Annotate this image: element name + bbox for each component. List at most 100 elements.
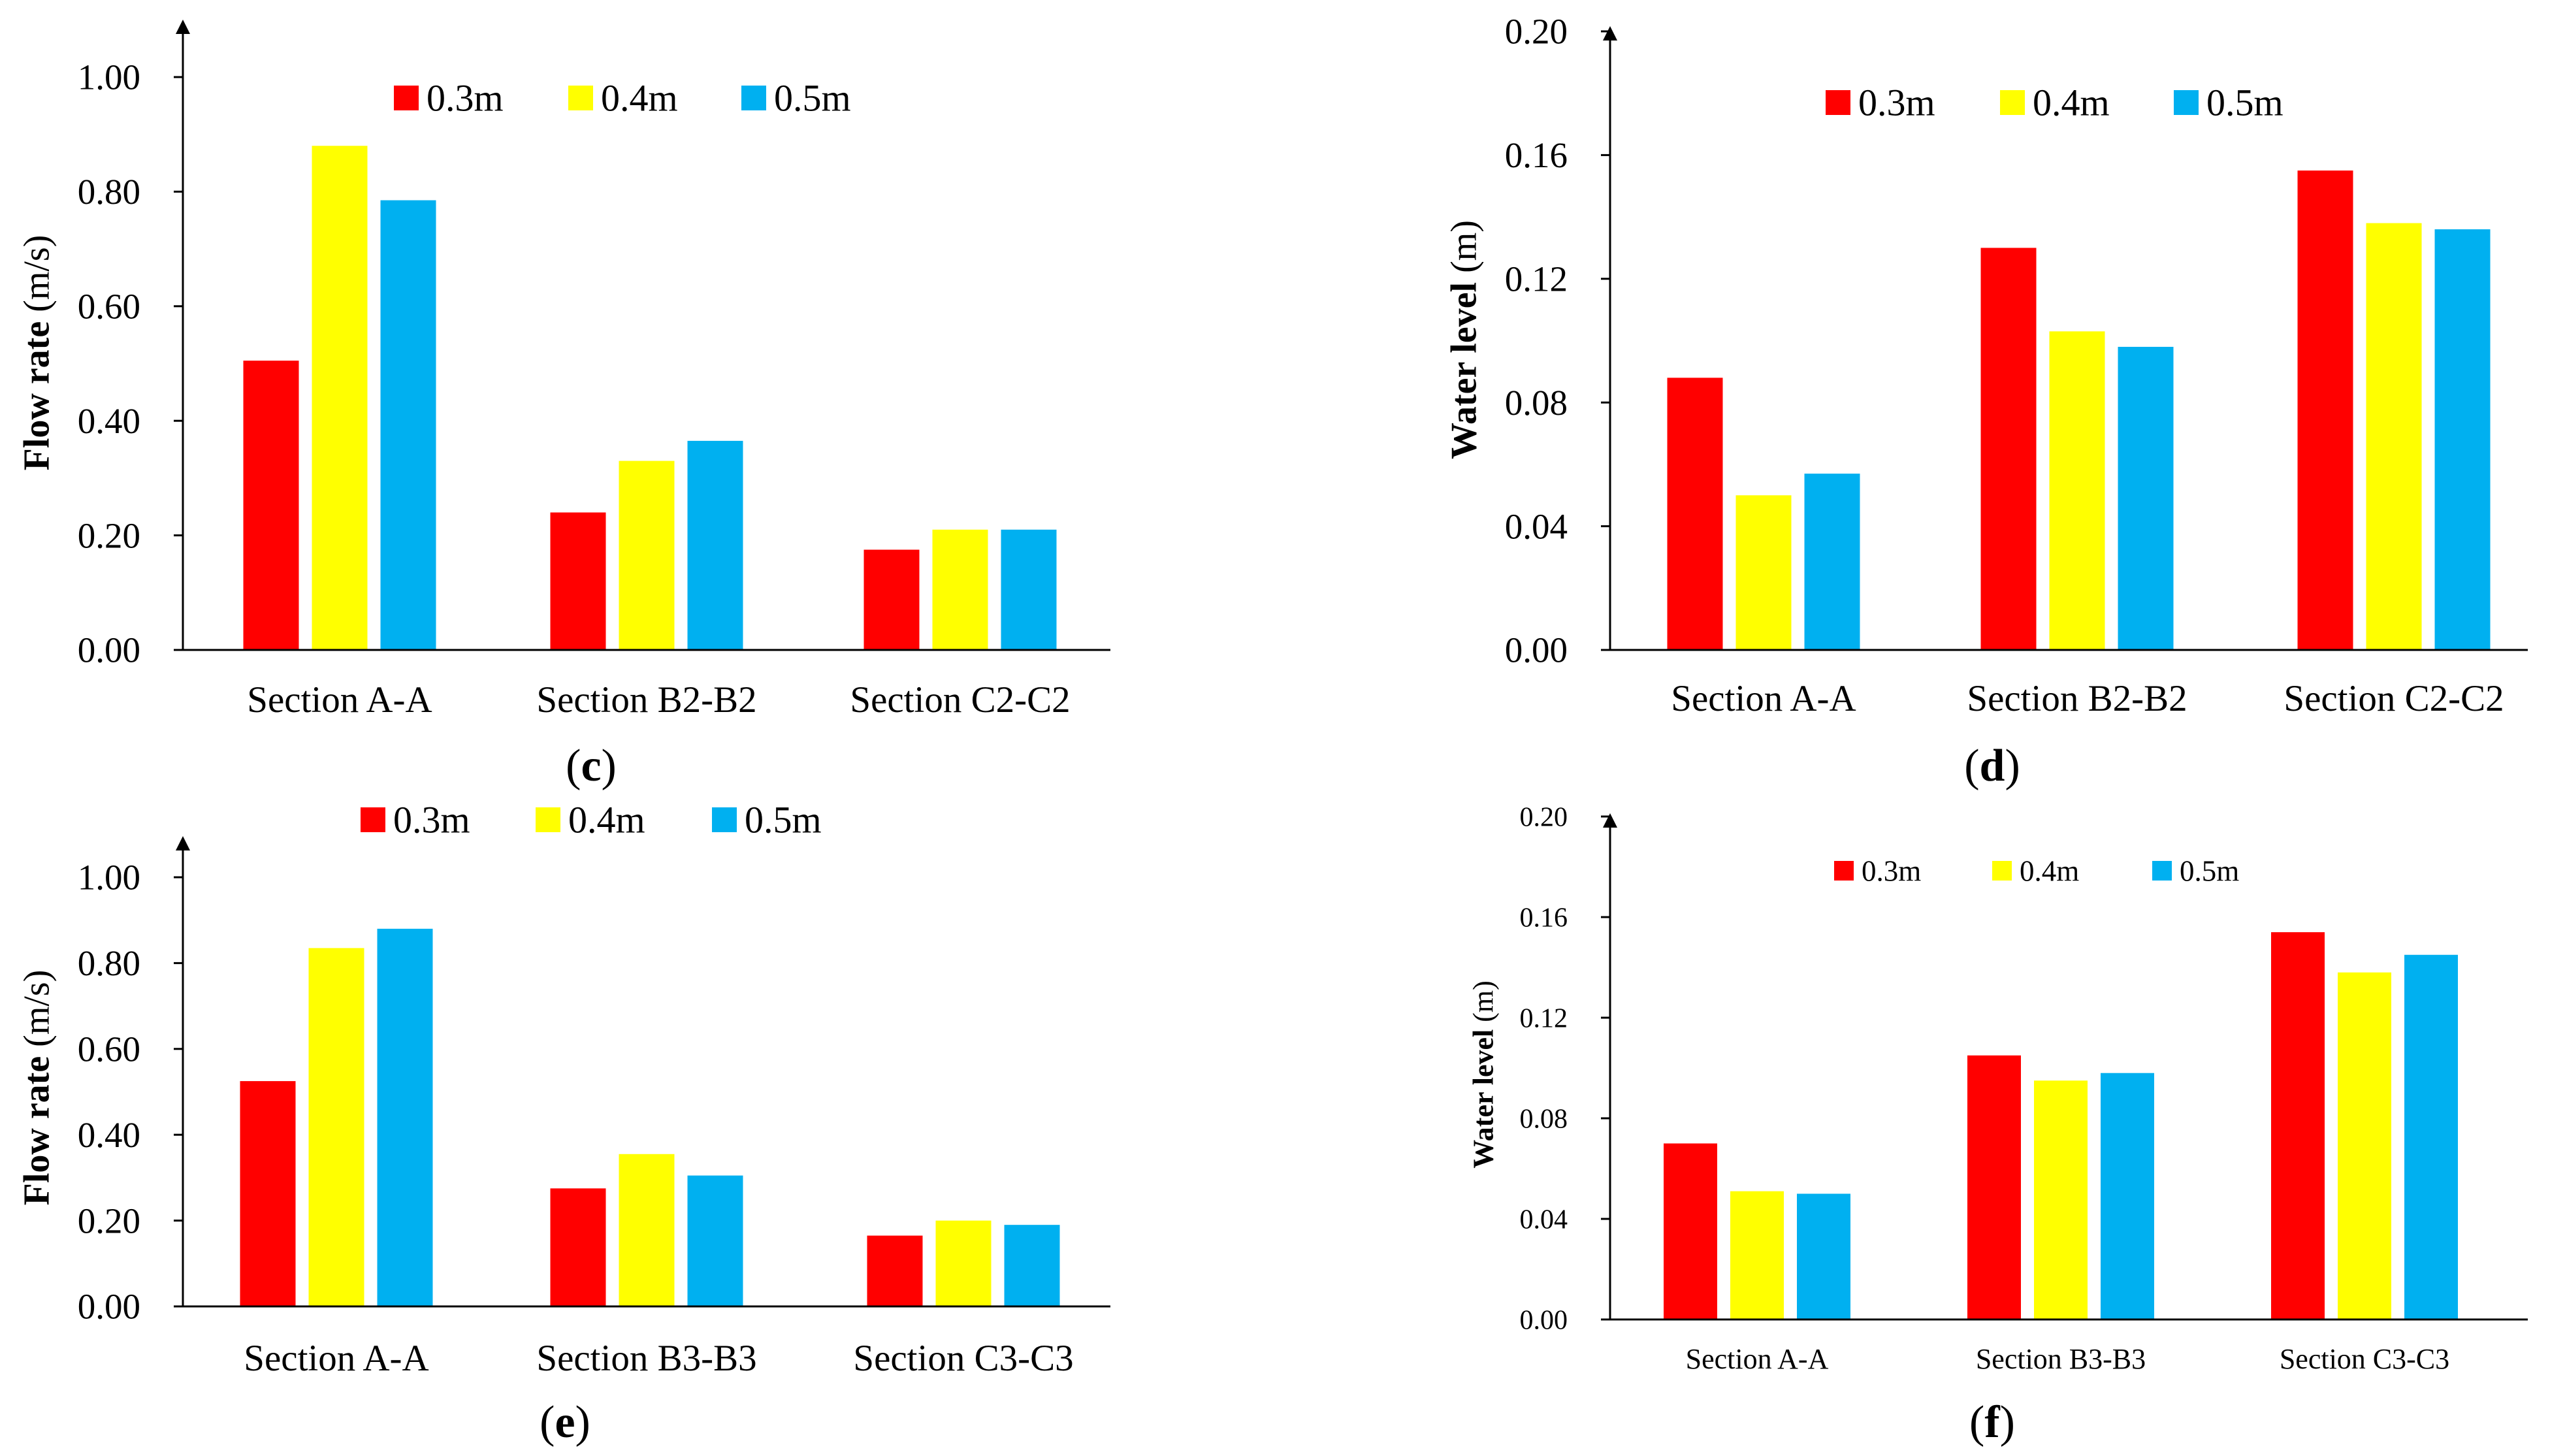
ytick-label-f-1: 0.04	[1520, 1205, 1568, 1235]
bar-d-0-2	[1804, 474, 1860, 650]
ytick-label-f-4: 0.16	[1520, 903, 1568, 933]
ytick-label-d-3: 0.12	[1505, 259, 1568, 299]
panel-label-letter-e: e	[555, 1397, 575, 1448]
legend-swatch-c-0	[394, 86, 419, 110]
category-label-e-0: Section A-A	[244, 1338, 428, 1379]
bar-f-2-0	[2271, 932, 2325, 1319]
bar-d-2-1	[2366, 223, 2422, 650]
bar-e-0-2	[377, 928, 433, 1306]
legend-label-e-2: 0.5m	[745, 799, 822, 841]
category-label-e-1: Section B3-B3	[536, 1338, 756, 1379]
chart-f: 0.00 0.04 0.08 0.12 0.16 0.20 Section A-A Secti…	[1467, 802, 2528, 1448]
panel-label-c: (c)	[566, 741, 617, 791]
legend-label-e-1: 0.4m	[568, 799, 645, 841]
legend-swatch-e-1	[536, 807, 560, 832]
ytick-label-e-2: 0.40	[78, 1115, 140, 1155]
bar-e-0-0	[240, 1081, 296, 1306]
bar-f-0-1	[1730, 1191, 1784, 1319]
bar-c-2-2	[1001, 529, 1057, 650]
ytick-label-c-3: 0.60	[78, 287, 140, 327]
bar-e-1-2	[687, 1175, 743, 1306]
bar-c-2-0	[863, 549, 920, 650]
ytick-label-c-0: 0.00	[78, 630, 140, 670]
panel-label-f: (f)	[1969, 1397, 2015, 1448]
bar-f-2-1	[2338, 972, 2391, 1319]
bar-d-2-0	[2297, 170, 2353, 650]
category-label-e-2: Section C3-C3	[853, 1338, 1073, 1379]
chart-c: 0.00 0.20 0.40 0.60 0.80 1.00 Section A-A Secti…	[17, 20, 1110, 791]
ytick-label-f-3: 0.12	[1520, 1003, 1568, 1033]
legend-label-d-0: 0.3m	[1858, 82, 1935, 124]
ytick-label-e-1: 0.20	[78, 1201, 140, 1240]
category-label-d-0: Section A-A	[1671, 678, 1856, 719]
bar-e-2-0	[867, 1235, 923, 1306]
legend-swatch-f-2	[2152, 861, 2172, 881]
y-axis-label-main-f: Water level	[1467, 1029, 1499, 1169]
bar-e-1-1	[619, 1154, 675, 1306]
legend-label-f-1: 0.4m	[2020, 854, 2079, 887]
legend-swatch-d-2	[2174, 90, 2199, 115]
category-label-f-2: Section C3-C3	[2280, 1343, 2449, 1375]
y-axis-label-f: Water level (m)	[1467, 980, 1499, 1169]
legend-label-f-2: 0.5m	[2180, 854, 2239, 887]
legend-label-f-0: 0.3m	[1862, 854, 1921, 887]
panel-label-open-c: (	[566, 741, 581, 791]
category-label-d-1: Section B2-B2	[1967, 678, 2187, 719]
bar-f-1-0	[1967, 1055, 2021, 1319]
chart-d: 0.00 0.04 0.08 0.12 0.16 0.20 Section A-A Secti…	[1444, 12, 2528, 791]
y-axis-arrow-c	[176, 20, 190, 34]
ytick-label-c-4: 0.80	[78, 172, 140, 212]
bar-c-2-1	[932, 529, 988, 650]
legend-label-c-1: 0.4m	[601, 77, 678, 120]
bar-d-0-0	[1667, 378, 1723, 650]
category-label-c-0: Section A-A	[247, 679, 432, 720]
legend-label-c-0: 0.3m	[427, 77, 504, 120]
bar-c-1-2	[687, 440, 743, 650]
panel-label-letter-c: c	[581, 741, 601, 791]
category-label-c-2: Section C2-C2	[850, 679, 1070, 720]
panel-label-open-e: (	[540, 1397, 555, 1448]
y-axis-label-main-e: Flow rate	[17, 1056, 57, 1206]
panel-label-letter-d: d	[1980, 741, 2005, 791]
ytick-label-c-2: 0.40	[78, 401, 140, 441]
y-axis-arrow-f	[1603, 813, 1617, 828]
legend-label-e-0: 0.3m	[393, 799, 470, 841]
category-label-f-1: Section B3-B3	[1976, 1343, 2146, 1375]
bar-f-0-0	[1664, 1143, 1717, 1319]
panel-label-open-d: (	[1964, 741, 1979, 791]
ytick-label-f-0: 0.00	[1520, 1305, 1568, 1335]
legend-swatch-d-0	[1826, 90, 1850, 115]
bar-e-2-2	[1004, 1225, 1060, 1306]
y-axis-label-unit-e: (m/s)	[17, 970, 57, 1056]
bar-c-0-1	[312, 146, 368, 651]
chart-e: 0.00 0.20 0.40 0.60 0.80 1.00 Section A-A Secti…	[17, 799, 1110, 1448]
ytick-label-d-4: 0.16	[1505, 135, 1568, 175]
bar-d-1-2	[2118, 346, 2174, 650]
ytick-label-e-5: 1.00	[78, 858, 140, 898]
ytick-label-f-2: 0.08	[1520, 1104, 1568, 1134]
bar-f-2-2	[2404, 954, 2458, 1319]
ytick-label-e-0: 0.00	[78, 1287, 140, 1327]
legend-swatch-c-2	[741, 86, 766, 110]
ytick-label-c-5: 1.00	[78, 57, 140, 97]
category-label-c-1: Section B2-B2	[536, 679, 756, 720]
panel-label-open-f: (	[1969, 1397, 1984, 1448]
y-axis-arrow-d	[1603, 26, 1617, 40]
legend-swatch-d-1	[2000, 90, 2025, 115]
panel-label-close-d: )	[2005, 741, 2020, 791]
panel-label-close-c: )	[602, 741, 617, 791]
ytick-label-d-5: 0.20	[1505, 12, 1568, 52]
panel-label-d: (d)	[1964, 741, 2020, 791]
y-axis-label-unit-d: (m)	[1444, 220, 1485, 282]
ytick-label-f-5: 0.20	[1520, 802, 1568, 832]
bar-e-2-1	[935, 1220, 992, 1306]
bar-c-1-0	[550, 512, 606, 650]
bar-f-1-1	[2034, 1080, 2088, 1319]
legend-label-d-1: 0.4m	[2033, 82, 2110, 124]
bar-e-1-0	[550, 1188, 606, 1306]
legend-label-d-2: 0.5m	[2206, 82, 2284, 124]
y-axis-label-d: Water level (m)	[1444, 220, 1485, 459]
y-axis-label-main-d: Water level	[1444, 282, 1485, 459]
ytick-label-d-2: 0.08	[1505, 383, 1568, 423]
bar-d-2-2	[2434, 229, 2491, 650]
